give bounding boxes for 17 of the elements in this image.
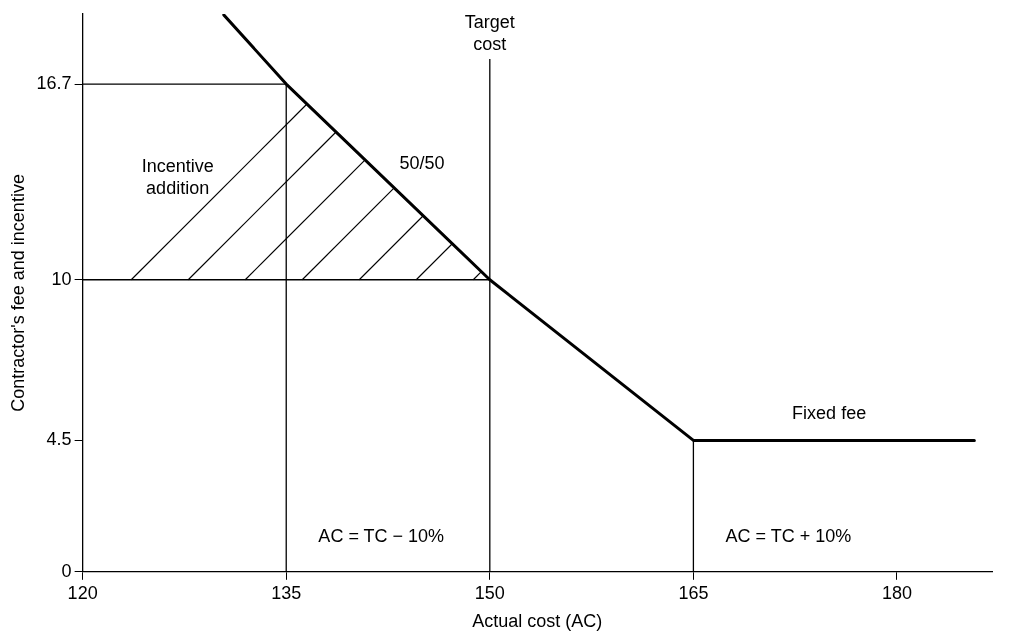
annotation: Incentive addition bbox=[141, 155, 214, 198]
annotation: AC = TC + 10% bbox=[725, 525, 852, 546]
ref-line-label: Target cost bbox=[464, 11, 515, 54]
x-tick-label: 165 bbox=[678, 582, 709, 603]
x-tick-label: 180 bbox=[881, 582, 913, 603]
annotation: AC = TC − 10% bbox=[318, 525, 445, 546]
y-axis-title: Contractor's fee and incentive bbox=[7, 174, 28, 412]
y-tick-label: 16.7 bbox=[36, 73, 72, 94]
y-tick-label: 10 bbox=[51, 268, 72, 289]
annotation: Fixed fee bbox=[792, 403, 867, 424]
x-axis-title: Actual cost (AC) bbox=[472, 611, 603, 632]
x-tick-label: 120 bbox=[67, 582, 98, 603]
x-tick-label: 150 bbox=[474, 582, 505, 603]
y-tick-label: 0 bbox=[61, 560, 72, 581]
x-tick-label: 135 bbox=[271, 582, 302, 603]
annotation: 50/50 bbox=[399, 152, 445, 173]
y-tick-label: 4.5 bbox=[46, 429, 72, 450]
